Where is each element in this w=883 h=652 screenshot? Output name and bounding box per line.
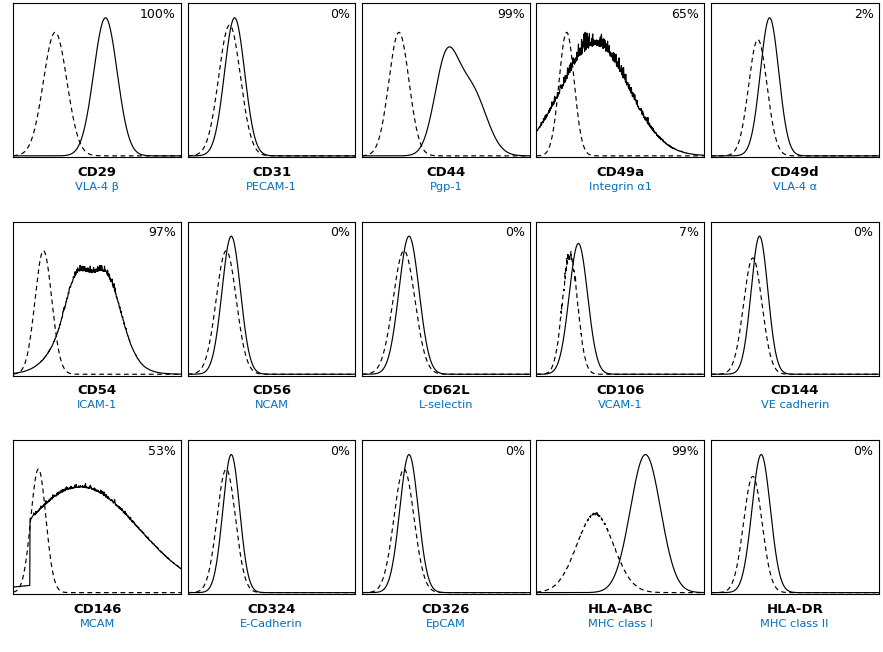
Text: HLA-DR: HLA-DR [766,602,823,615]
Text: 0%: 0% [505,445,525,458]
Text: CD324: CD324 [247,602,296,615]
Text: CD144: CD144 [771,385,819,397]
Text: Integrin α1: Integrin α1 [589,182,652,192]
Text: Pgp-1: Pgp-1 [429,182,463,192]
Text: 100%: 100% [140,8,176,21]
Text: MHC class II: MHC class II [760,619,829,629]
Text: CD56: CD56 [252,385,291,397]
Text: 99%: 99% [671,445,699,458]
Text: PECAM-1: PECAM-1 [246,182,297,192]
Text: 0%: 0% [854,226,873,239]
Text: 0%: 0% [854,445,873,458]
Text: HLA-ABC: HLA-ABC [587,602,653,615]
Text: CD49d: CD49d [771,166,819,179]
Text: MCAM: MCAM [79,619,115,629]
Text: 0%: 0% [330,8,351,21]
Text: NCAM: NCAM [254,400,289,410]
Text: VLA-4 β: VLA-4 β [75,182,119,192]
Text: CD54: CD54 [78,385,117,397]
Text: CD106: CD106 [596,385,645,397]
Text: CD49a: CD49a [596,166,645,179]
Text: CD31: CD31 [252,166,291,179]
Text: CD62L: CD62L [422,385,470,397]
Text: 0%: 0% [330,445,351,458]
Text: EpCAM: EpCAM [426,619,466,629]
Text: 0%: 0% [505,226,525,239]
Text: 7%: 7% [679,226,699,239]
Text: 97%: 97% [148,226,176,239]
Text: 53%: 53% [148,445,176,458]
Text: 99%: 99% [497,8,525,21]
Text: CD146: CD146 [73,602,121,615]
Text: 65%: 65% [671,8,699,21]
Text: L-selectin: L-selectin [419,400,473,410]
Text: 0%: 0% [330,226,351,239]
Text: CD326: CD326 [422,602,470,615]
Text: MHC class I: MHC class I [588,619,653,629]
Text: E-Cadherin: E-Cadherin [240,619,303,629]
Text: VCAM-1: VCAM-1 [598,400,643,410]
Text: 2%: 2% [854,8,873,21]
Text: ICAM-1: ICAM-1 [77,400,117,410]
Text: CD44: CD44 [426,166,465,179]
Text: VE cadherin: VE cadherin [760,400,829,410]
Text: CD29: CD29 [78,166,117,179]
Text: VLA-4 α: VLA-4 α [773,182,817,192]
